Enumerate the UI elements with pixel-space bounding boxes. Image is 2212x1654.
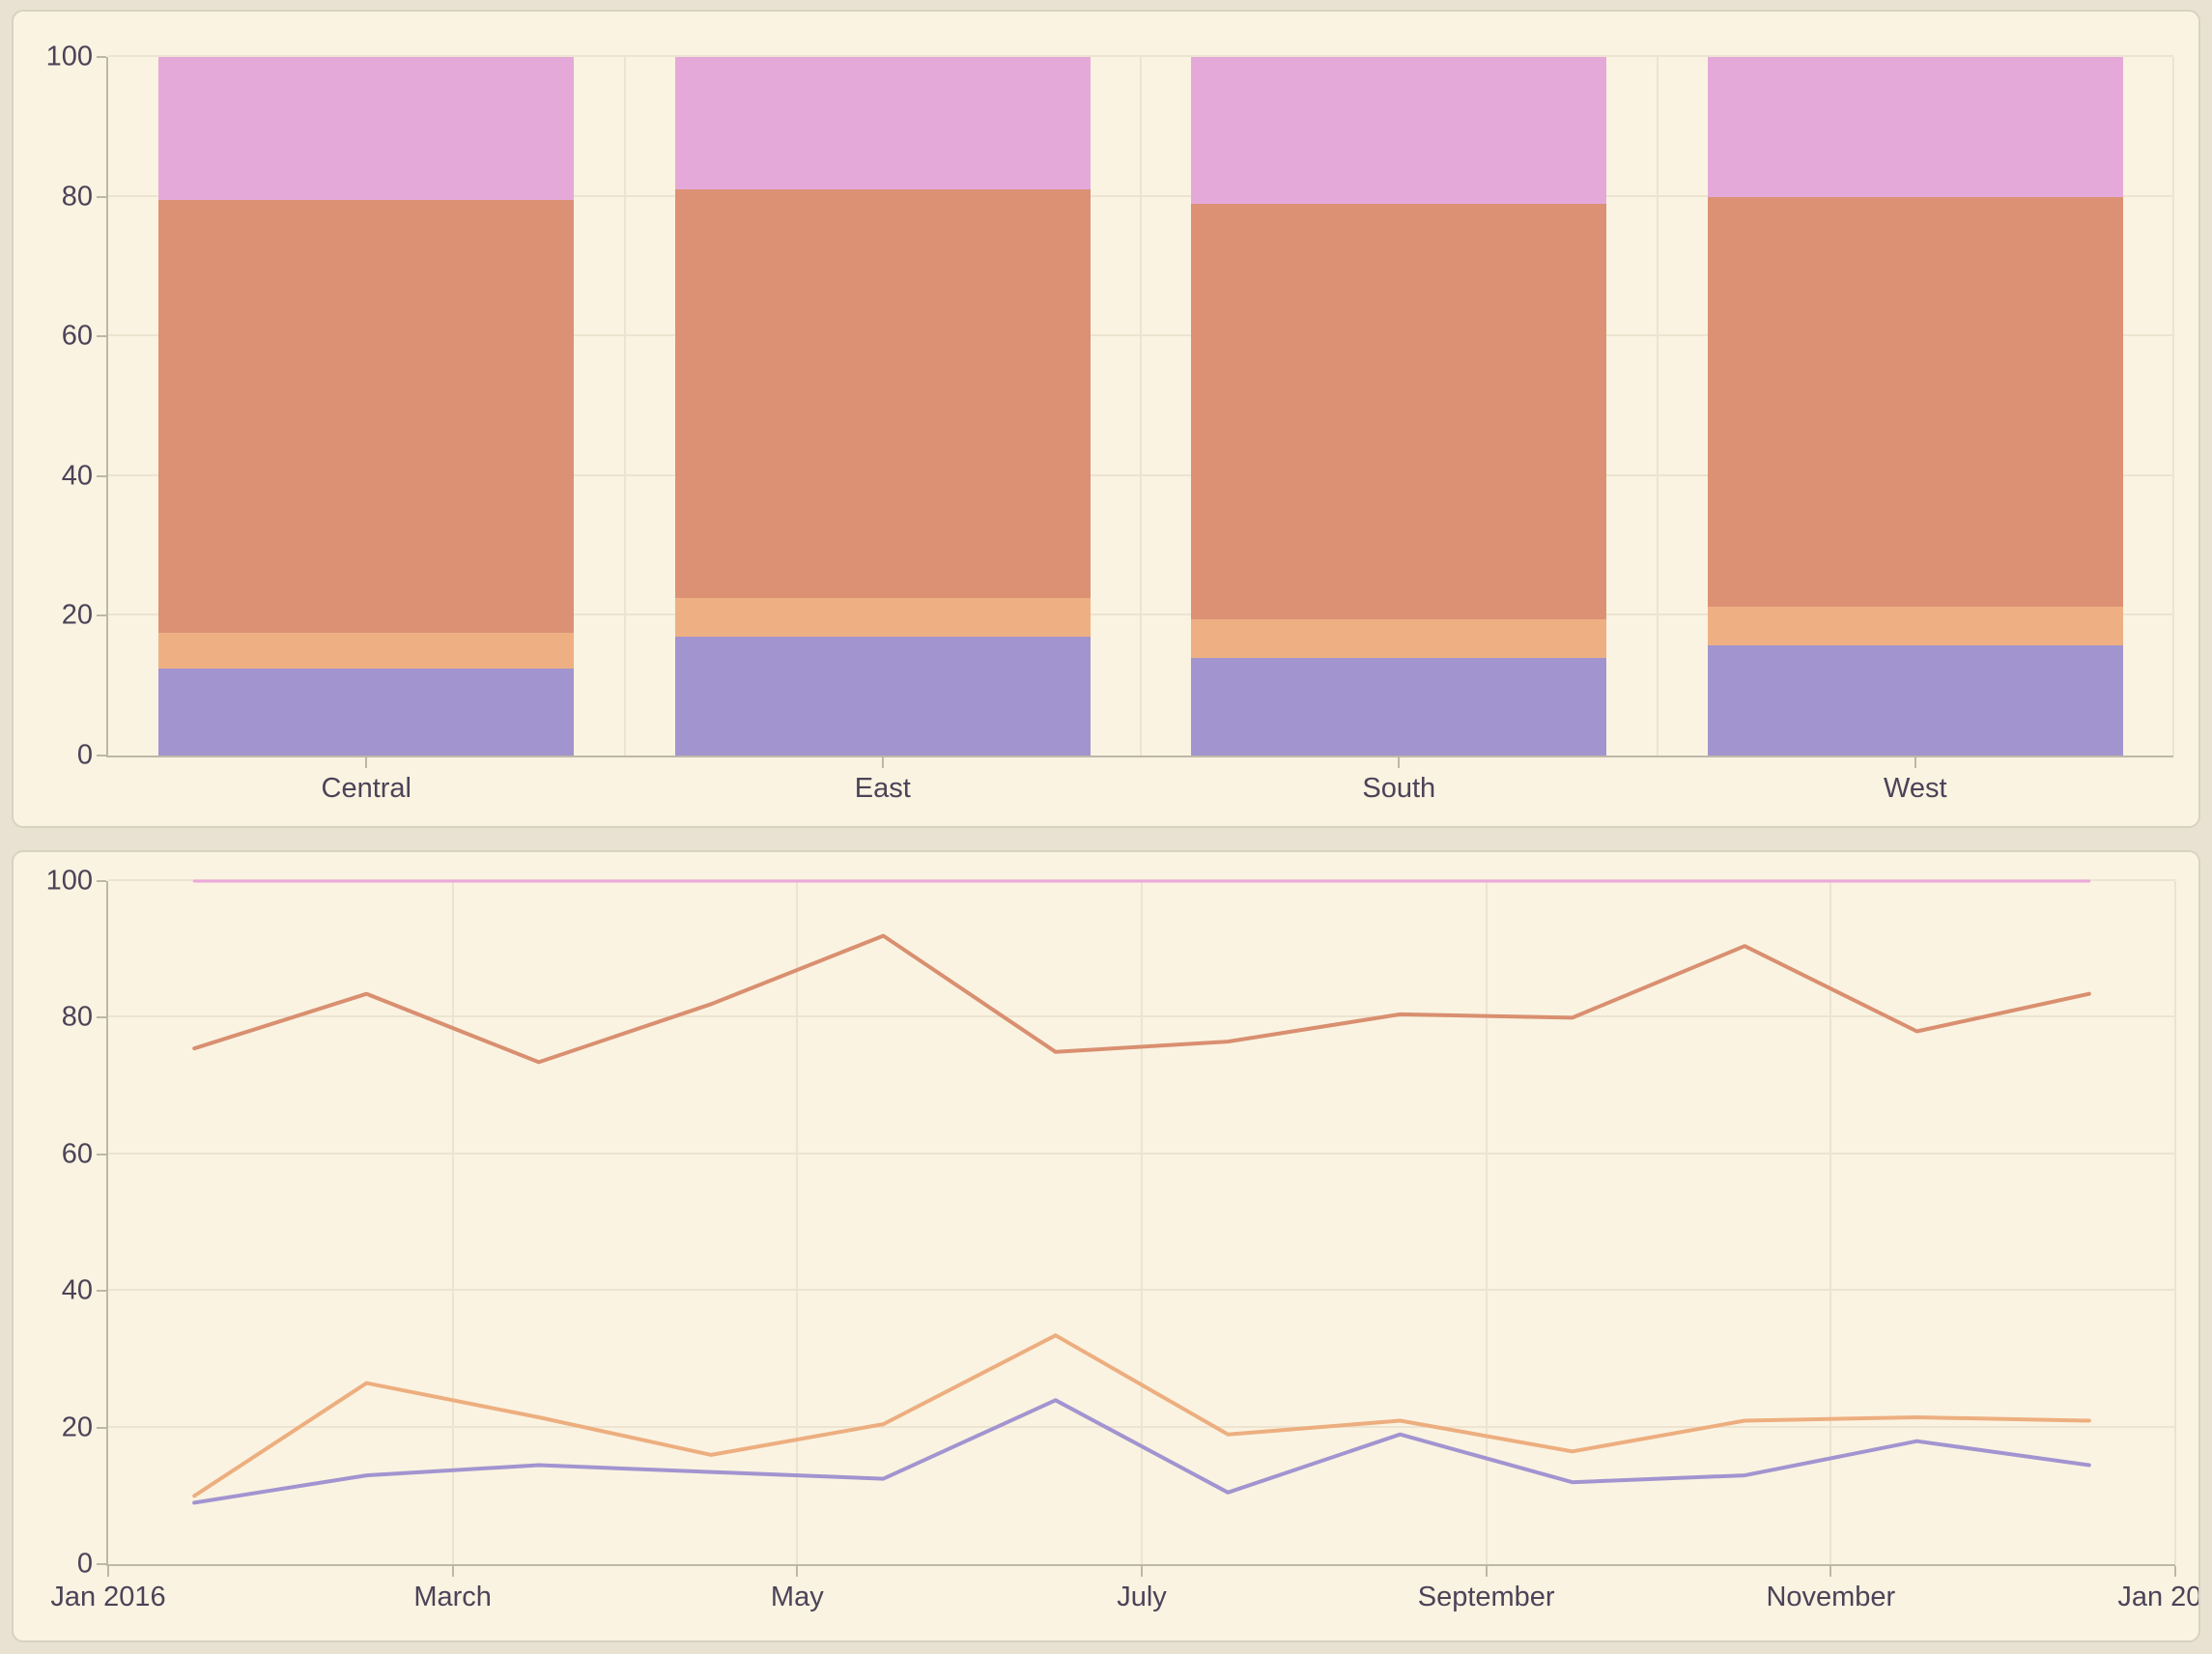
- gridline-y-100: [108, 55, 2173, 57]
- category-label-south: South: [1362, 773, 1436, 804]
- y-axis-tick-40: [97, 474, 106, 477]
- y-axis-tick-20: [97, 614, 106, 617]
- y-tick-label: 40: [61, 460, 93, 492]
- y-tick-label: 100: [45, 865, 93, 897]
- bar-segment-east-series-orange[interactable]: [674, 598, 1091, 638]
- y-tick-label: 80: [61, 1001, 93, 1033]
- stacked-bar-chart-panel: 0 20 40 60 80 100 Central East South West: [12, 10, 2200, 828]
- line-series-orange[interactable]: [192, 1333, 2091, 1498]
- y-tick-label: 20: [61, 599, 93, 631]
- x-axis-tick-month-2: [451, 1566, 454, 1577]
- gridline-x-4: [2172, 57, 2174, 756]
- bar-segment-central-series-purple[interactable]: [158, 668, 575, 756]
- bar-central[interactable]: [158, 57, 575, 756]
- gridline-x-month-6: [1141, 881, 1143, 1564]
- bar-segment-east-series-pink[interactable]: [674, 57, 1091, 190]
- x-axis-tick-month-12: [2174, 1566, 2176, 1577]
- gridline-x-month-2: [451, 881, 454, 1564]
- bar-segment-west-series-pink[interactable]: [1707, 57, 2123, 197]
- bar-segment-south-series-purple[interactable]: [1191, 657, 1607, 756]
- line-series-purple[interactable]: [192, 1398, 2091, 1505]
- bar-south[interactable]: [1191, 57, 1607, 756]
- gridline-x-1: [623, 57, 626, 756]
- gridline-x-month-8: [1485, 881, 1488, 1564]
- x-axis-tick-east: [881, 757, 884, 768]
- y-axis-tick-40: [97, 1290, 106, 1293]
- gridline-x-3: [1656, 57, 1659, 756]
- x-tick-label: May: [770, 1582, 824, 1612]
- y-tick-label: 80: [61, 181, 93, 213]
- category-label-central: Central: [321, 773, 412, 804]
- y-tick-label: 0: [76, 739, 93, 771]
- x-tick-label: March: [413, 1582, 492, 1612]
- x-tick-label: Jan 2017: [2117, 1582, 2200, 1612]
- bar-segment-central-series-orange[interactable]: [158, 633, 575, 669]
- y-axis-tick-80: [97, 1016, 106, 1019]
- bar-segment-central-series-pink[interactable]: [158, 57, 575, 201]
- y-axis-tick-0: [97, 1563, 106, 1565]
- x-axis-tick-south: [1398, 757, 1401, 768]
- gridline-x-month-10: [1829, 881, 1832, 1564]
- x-axis-tick-month-10: [1829, 1566, 1832, 1577]
- bar-east[interactable]: [674, 57, 1091, 756]
- y-tick-label: 40: [61, 1274, 93, 1306]
- x-axis-tick-month-0: [107, 1566, 109, 1577]
- category-label-west: West: [1883, 773, 1947, 804]
- bar-segment-west-series-purple[interactable]: [1707, 644, 2123, 756]
- bar-segment-south-series-pink[interactable]: [1191, 57, 1607, 204]
- x-axis-tick-month-8: [1485, 1566, 1488, 1577]
- y-tick-label: 0: [76, 1548, 93, 1580]
- line-series-salmon[interactable]: [192, 933, 2091, 1065]
- x-axis-tick-west: [1914, 757, 1916, 768]
- bar-segment-west-series-salmon[interactable]: [1707, 196, 2123, 608]
- y-tick-label: 60: [61, 1138, 93, 1170]
- y-tick-label: 100: [45, 41, 93, 72]
- x-axis-tick-month-6: [1141, 1566, 1143, 1577]
- x-axis-tick-central: [365, 757, 368, 768]
- stacked-bar-plot-area: 0 20 40 60 80 100 Central East South West: [46, 43, 2174, 803]
- bar-segment-south-series-salmon[interactable]: [1191, 203, 1607, 620]
- bar-segment-east-series-purple[interactable]: [674, 637, 1091, 756]
- bar-segment-west-series-orange[interactable]: [1707, 607, 2123, 645]
- bar-segment-central-series-salmon[interactable]: [158, 200, 575, 634]
- y-tick-label: 60: [61, 320, 93, 352]
- category-label-east: East: [854, 773, 911, 804]
- y-axis-tick-0: [97, 755, 106, 756]
- gridline-x-month-12: [2174, 881, 2176, 1564]
- line-plot-area: 0 20 40 60 80 100 Jan 2016 March May July Septembe…: [46, 867, 2198, 1611]
- gridline-x-month-4: [796, 881, 799, 1564]
- gridline-x-2: [1140, 57, 1142, 756]
- x-axis-tick-month-4: [796, 1566, 799, 1577]
- x-tick-label: September: [1417, 1582, 1555, 1612]
- y-axis-tick-20: [97, 1426, 106, 1429]
- line-chart-svg: [192, 879, 2091, 1505]
- y-tick-label: 20: [61, 1412, 93, 1443]
- y-axis-tick-100: [97, 56, 106, 58]
- bar-segment-east-series-salmon[interactable]: [674, 189, 1091, 599]
- x-tick-label: November: [1766, 1582, 1896, 1612]
- bar-west[interactable]: [1707, 57, 2123, 756]
- x-tick-label: July: [1117, 1582, 1167, 1612]
- bar-segment-south-series-orange[interactable]: [1191, 619, 1607, 658]
- y-axis-tick-80: [97, 195, 106, 198]
- y-axis-tick-60: [97, 335, 106, 338]
- y-axis-tick-100: [97, 880, 106, 882]
- line-chart-panel: 0 20 40 60 80 100 Jan 2016 March May July Septembe…: [12, 850, 2200, 1642]
- x-tick-label: Jan 2016: [50, 1582, 166, 1612]
- y-axis-tick-60: [97, 1153, 106, 1155]
